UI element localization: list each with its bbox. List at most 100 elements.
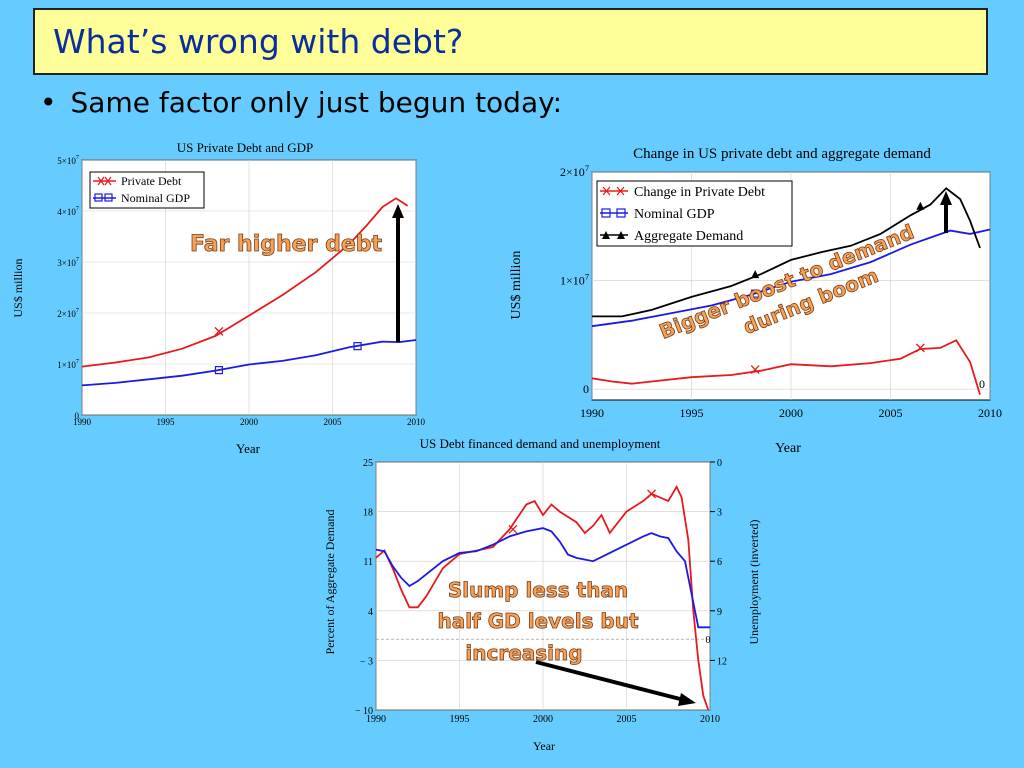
slide-title: What’s wrong with debt? xyxy=(53,22,464,61)
chart2-x-label: Year xyxy=(775,441,801,456)
y-tick-label: 3×107 xyxy=(57,256,79,268)
annotation-line: increasing xyxy=(465,641,582,665)
x-tick-label: 2000 xyxy=(533,714,553,725)
y-tick-label: 18 xyxy=(363,508,373,519)
x-tick-label: 1990 xyxy=(580,406,604,420)
chart3-zero-label: 0 xyxy=(706,635,711,646)
x-tick-label: 2005 xyxy=(324,417,343,427)
x-tick-label: 2005 xyxy=(617,714,637,725)
chart2-legend: Change in Private Debt Nominal GDP Aggre… xyxy=(596,180,793,247)
legend-triangle-marker xyxy=(617,231,625,239)
chart3-y-label: Percent of Aggregate Demand xyxy=(323,510,337,655)
legend-x-marker xyxy=(97,176,112,186)
legend-square-marker xyxy=(94,193,103,202)
legend-square-marker xyxy=(601,208,611,218)
x-tick-label: 2010 xyxy=(407,417,426,427)
triangle-marker xyxy=(916,201,925,210)
x-tick-label: 2010 xyxy=(978,406,1002,420)
x-tick-label: 1990 xyxy=(73,417,92,427)
series-line xyxy=(375,527,710,629)
chart2-series xyxy=(591,187,991,395)
chart1-y-ticks: 0 1×107 2×107 3×107 4×107 5×107 xyxy=(57,154,79,421)
y-tick-label: − 3 xyxy=(360,656,373,667)
chart2-arrow-head xyxy=(940,191,952,205)
x-tick-label: 1990 xyxy=(366,714,386,725)
chart1-series xyxy=(81,197,417,387)
chart2-title: Change in US private debt and aggregate … xyxy=(633,146,931,162)
chart2: Change in US private debt and aggregate … xyxy=(509,146,1002,456)
chart3-y2-ticks: 0 3 6 9 12 xyxy=(710,458,727,667)
chart1-legend-box xyxy=(89,171,205,209)
x-marker xyxy=(508,524,518,534)
chart3-y-ticks: 25 18 11 4 − 3 − 10 xyxy=(355,458,373,717)
x-tick-label: 2000 xyxy=(240,417,259,427)
legend-label: Nominal GDP xyxy=(121,191,190,205)
bullet-text: Same factor only just begun today: xyxy=(70,86,563,119)
y-tick-label: 1×107 xyxy=(57,358,79,370)
x-tick-label: 2000 xyxy=(779,406,803,420)
chart3-grid xyxy=(375,461,711,711)
x-marker xyxy=(750,365,760,375)
y-tick-label: 0 xyxy=(583,382,589,396)
annotation-line: Slump less than xyxy=(448,578,628,602)
series-line xyxy=(81,339,417,387)
y-tick-label: 4×107 xyxy=(57,205,79,217)
series-line xyxy=(591,228,991,328)
y2-tick-label: 0 xyxy=(717,458,722,469)
chart1-markers xyxy=(214,326,362,375)
x-marker xyxy=(647,489,657,499)
bullet-row: • Same factor only just begun today: xyxy=(40,86,562,119)
chart1-legend: Private Debt Nominal GDP xyxy=(89,171,205,209)
chart1-arrow-head xyxy=(392,204,404,218)
chart2-y-ticks: 0 1×107 2×107 xyxy=(560,164,589,396)
series-line xyxy=(375,484,710,711)
chart3-series xyxy=(375,484,710,711)
y-tick-label: 1×107 xyxy=(560,273,589,288)
chart3-arrow-shaft xyxy=(535,660,685,702)
annotation-slump: Slump less than half GD levels but incre… xyxy=(437,578,639,666)
series-line xyxy=(591,339,981,395)
chart1-y-label: US$ million xyxy=(11,258,25,317)
legend-x-marker xyxy=(602,186,625,196)
y-tick-label: − 10 xyxy=(355,706,373,717)
bullet-dot: • xyxy=(40,86,57,119)
square-marker xyxy=(751,289,760,298)
chart1-x-label: Year xyxy=(236,441,261,456)
square-marker xyxy=(214,366,224,375)
legend-label: Nominal GDP xyxy=(634,207,715,222)
x-tick-label: 2010 xyxy=(700,714,720,725)
square-marker xyxy=(353,342,362,351)
series-line xyxy=(81,197,409,368)
x-marker xyxy=(214,326,224,336)
legend-label: Change in Private Debt xyxy=(634,185,765,200)
chart3-title: US Debt financed demand and unemployment xyxy=(420,436,661,451)
chart1-x-ticks: 1990 1995 2000 2005 2010 xyxy=(73,417,426,427)
y-tick-label: 2×107 xyxy=(560,164,589,179)
y-tick-label: 25 xyxy=(363,458,373,469)
chart2-legend-box xyxy=(596,180,793,247)
chart2-zero-label: 0 xyxy=(979,377,985,391)
y2-tick-label: 3 xyxy=(717,508,722,519)
chart3-y2-label: Unemployment (inverted) xyxy=(747,520,761,645)
title-box: What’s wrong with debt? xyxy=(33,8,988,75)
x-tick-label: 1995 xyxy=(157,417,176,427)
legend-triangle-marker xyxy=(602,231,610,239)
chart3-x-label: Year xyxy=(533,739,555,753)
x-tick-label: 1995 xyxy=(680,406,704,420)
y-tick-label: 2×107 xyxy=(57,307,79,319)
x-tick-label: 2005 xyxy=(879,406,903,420)
y-tick-label: 0 xyxy=(75,411,80,421)
y-tick-label: 11 xyxy=(363,557,373,568)
chart3-arrow-head xyxy=(678,693,696,706)
chart2-markers xyxy=(750,201,925,375)
y-tick-label: 5×107 xyxy=(57,154,79,166)
legend-label: Aggregate Demand xyxy=(634,229,743,244)
x-tick-label: 1995 xyxy=(450,714,470,725)
legend-square-marker xyxy=(104,193,113,202)
chart2-y-label: US$ million xyxy=(509,251,524,320)
chart3-x-ticks: 1990 1995 2000 2005 2010 xyxy=(366,714,720,725)
y2-tick-label: 6 xyxy=(717,557,722,568)
chart1-title: US Private Debt and GDP xyxy=(177,140,314,155)
chart3: US Debt financed demand and unemployment… xyxy=(323,436,761,753)
